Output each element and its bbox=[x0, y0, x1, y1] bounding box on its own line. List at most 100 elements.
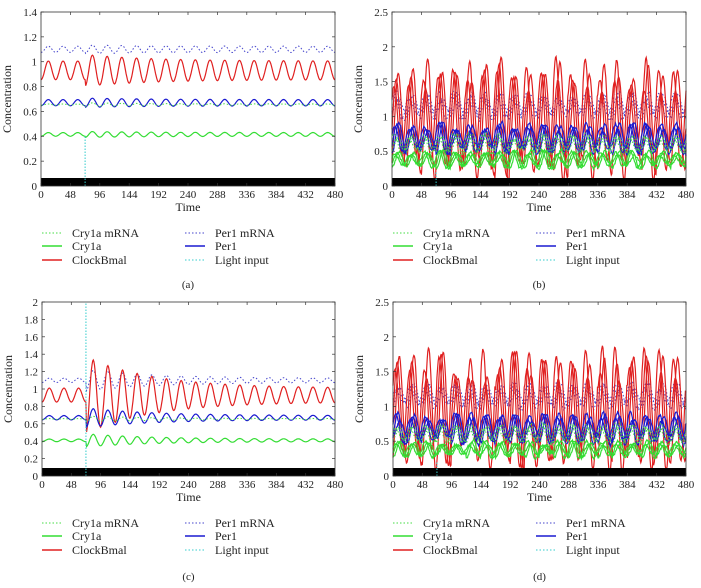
y-tick-label: 1.5 bbox=[375, 367, 389, 379]
x-tick-label: 96 bbox=[446, 479, 458, 491]
series-line-cry1a bbox=[391, 148, 687, 171]
y-axis-label: Concentration bbox=[1, 355, 15, 423]
series-line-cry1a bbox=[392, 438, 687, 461]
legend-label: Light input bbox=[566, 253, 620, 267]
y-tick-label: 1 bbox=[33, 384, 39, 396]
x-tick-label: 96 bbox=[95, 479, 107, 491]
x-tick-label: 384 bbox=[619, 189, 636, 201]
x-tick-label: 96 bbox=[445, 189, 457, 201]
legend: Cry1a mRNA Per1 mRNA Cry1a Per1 ClockBmal Lig… bbox=[393, 226, 626, 267]
legend: Cry1a mRNA Per1 mRNA Cry1a Per1 ClockBmal Lig… bbox=[393, 516, 626, 557]
legend-label: Per1 bbox=[566, 529, 588, 543]
y-tick-label: 0.6 bbox=[24, 419, 38, 431]
x-tick-label: 144 bbox=[121, 189, 138, 201]
x-tick-label: 48 bbox=[416, 189, 428, 201]
x-tick-label: 240 bbox=[531, 479, 548, 491]
legend-label: Cry1a bbox=[72, 529, 102, 543]
series-line-per1 bbox=[40, 97, 336, 109]
y-tick-label: 1.2 bbox=[23, 32, 37, 44]
y-tick-label: 1.2 bbox=[24, 367, 38, 379]
x-tick-label: 384 bbox=[268, 189, 285, 201]
legend-label: ClockBmal bbox=[423, 253, 478, 267]
y-tick-label: 0.2 bbox=[24, 454, 38, 466]
chart-panel-a: 0 48 96 144 192 240 288 336 384 432 480 0 0.2 0.4 0.6 0… bbox=[0, 7, 344, 291]
legend-label: Cry1a mRNA bbox=[423, 226, 490, 240]
y-tick-label: 1 bbox=[384, 401, 390, 413]
y-tick-label: 0.8 bbox=[24, 401, 38, 413]
chart-panel-c: 0 48 96 144 192 240 288 336 384 432 480 0 0.2 0.4 0.6 0… bbox=[1, 297, 344, 583]
legend-label: ClockBmal bbox=[72, 253, 127, 267]
legend-label: Per1 mRNA bbox=[566, 516, 626, 530]
y-tick-label: 0.6 bbox=[23, 106, 37, 118]
y-tick-label: 0.5 bbox=[375, 436, 389, 448]
series-line-cry1a-mrna bbox=[391, 132, 687, 156]
y-tick-label: 0.4 bbox=[24, 436, 38, 448]
dark-phase-bar bbox=[42, 468, 335, 476]
x-axis-label: Time bbox=[527, 200, 552, 214]
x-tick-label: 240 bbox=[531, 189, 548, 201]
legend-label: Light input bbox=[566, 543, 620, 557]
x-tick-label: 336 bbox=[590, 479, 607, 491]
panel-caption: (a) bbox=[182, 279, 195, 291]
x-tick-label: 432 bbox=[648, 479, 665, 491]
x-tick-label: 480 bbox=[327, 189, 344, 201]
x-tick-label: 288 bbox=[210, 479, 227, 491]
series-line-cry1a-mrna bbox=[392, 421, 687, 447]
x-tick-label: 240 bbox=[180, 479, 197, 491]
x-tick-label: 144 bbox=[122, 479, 139, 491]
y-tick-label: 1.5 bbox=[374, 77, 388, 89]
legend-label: Cry1a mRNA bbox=[72, 226, 139, 240]
y-tick-label: 0.8 bbox=[23, 82, 37, 94]
series-line-per1 bbox=[391, 121, 687, 156]
chart-panel-b: 0 48 96 144 192 240 288 336 384 432 480 0 0.5 1 1.5 2 2.… bbox=[351, 7, 695, 291]
legend-label: Cry1a mRNA bbox=[423, 516, 490, 530]
y-tick-label: 0 bbox=[383, 181, 389, 193]
series-line-per1-mrna bbox=[40, 44, 336, 55]
x-tick-label: 480 bbox=[327, 479, 344, 491]
dark-phase-bar bbox=[393, 468, 686, 476]
legend-label: Cry1a bbox=[72, 239, 102, 253]
x-axis-label: Time bbox=[176, 200, 201, 214]
legend-label: Cry1a bbox=[423, 529, 453, 543]
legend-label: Per1 bbox=[215, 239, 237, 253]
x-tick-label: 0 bbox=[38, 189, 44, 201]
x-tick-label: 144 bbox=[473, 479, 490, 491]
x-tick-label: 432 bbox=[297, 479, 314, 491]
x-tick-label: 432 bbox=[297, 189, 314, 201]
y-tick-label: 0.2 bbox=[23, 156, 37, 168]
series-line-cry1a-mrna bbox=[41, 102, 335, 108]
legend-label: Light input bbox=[215, 253, 269, 267]
series-line-cry1a bbox=[392, 438, 687, 461]
x-tick-label: 432 bbox=[648, 189, 665, 201]
y-tick-label: 1.4 bbox=[23, 7, 37, 19]
x-tick-label: 288 bbox=[561, 479, 578, 491]
y-tick-label: 0 bbox=[33, 471, 39, 483]
x-tick-label: 48 bbox=[66, 479, 78, 491]
x-tick-label: 0 bbox=[390, 479, 396, 491]
x-tick-label: 192 bbox=[502, 479, 519, 491]
legend-label: ClockBmal bbox=[72, 543, 127, 557]
y-tick-label: 0 bbox=[32, 181, 38, 193]
legend-label: ClockBmal bbox=[423, 543, 478, 557]
chart-panel-d: 0 48 96 144 192 240 288 336 384 432 480 0 0.5 1 1.5 2 2.… bbox=[352, 297, 695, 583]
series-line-per1-mrna bbox=[392, 382, 687, 411]
y-axis-label: Concentration bbox=[351, 65, 365, 133]
x-tick-label: 336 bbox=[239, 479, 256, 491]
series-line-per1 bbox=[392, 410, 687, 446]
plot-frame bbox=[40, 11, 336, 187]
y-tick-label: 2 bbox=[384, 332, 390, 344]
series-line-cry1a bbox=[40, 131, 336, 139]
series-line-per1-mrna bbox=[391, 90, 687, 122]
series-line-per1-mrna bbox=[41, 369, 336, 393]
x-tick-label: 288 bbox=[209, 189, 226, 201]
x-tick-label: 384 bbox=[619, 479, 636, 491]
x-tick-label: 0 bbox=[39, 479, 45, 491]
y-tick-label: 1 bbox=[32, 57, 38, 69]
x-tick-label: 240 bbox=[180, 189, 197, 201]
dark-phase-bar bbox=[392, 178, 686, 186]
x-axis-label: Time bbox=[176, 490, 201, 504]
y-tick-label: 1.4 bbox=[24, 349, 38, 361]
series-line-clockbmal bbox=[41, 358, 336, 432]
legend-label: Per1 mRNA bbox=[215, 226, 275, 240]
